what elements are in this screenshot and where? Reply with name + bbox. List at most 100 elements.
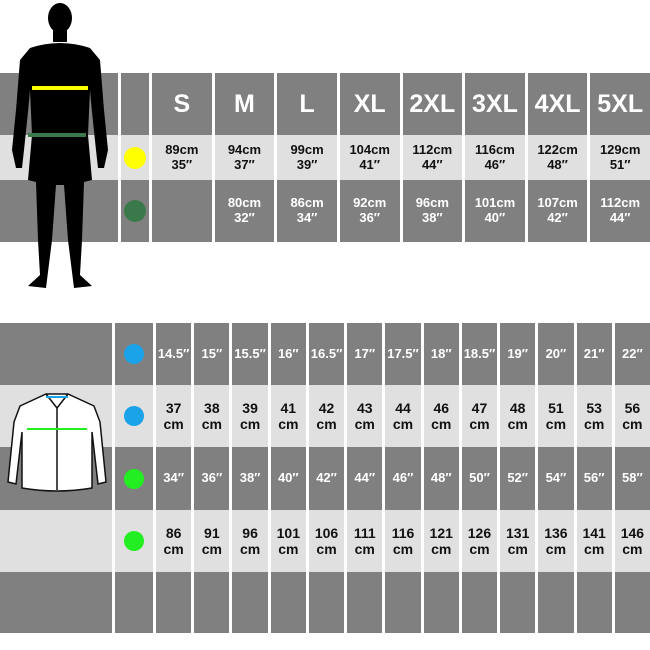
measurement-cell	[270, 572, 306, 633]
collar-marker-dot-icon	[124, 344, 144, 364]
measurement-cell	[538, 572, 574, 633]
measurement-cell: 36″	[194, 447, 230, 510]
marker-cell	[121, 135, 149, 180]
measurement-cell: 56″	[576, 447, 612, 510]
body-silhouette-icon	[12, 3, 108, 288]
measurement-cell: 42 cm	[308, 385, 345, 447]
measurement-cell	[614, 572, 650, 633]
measurement-cell: 104cm 41″	[339, 135, 400, 180]
measurement-cell: 16.5″	[308, 323, 345, 385]
measurement-cell	[347, 572, 383, 633]
measurement-cell: 141 cm	[576, 510, 612, 572]
measurement-cell: 101 cm	[270, 510, 306, 572]
size-header: 5XL	[590, 73, 650, 135]
measurement-cell	[232, 572, 268, 633]
measurement-cell: 96cm 38″	[402, 180, 463, 242]
shirt-size-table: 14.5″ 15″ 15.5″ 16″ 16.5″ 17″ 17.5″ 18″ 18.5″ 19″…	[0, 323, 650, 633]
measurement-cell: 126 cm	[461, 510, 498, 572]
figure-cell	[0, 180, 118, 242]
marker-cell	[115, 385, 153, 447]
measurement-cell: 116cm 46″	[465, 135, 525, 180]
measurement-cell	[152, 180, 212, 242]
size-header: 4XL	[527, 73, 588, 135]
measurement-cell: 46″	[385, 447, 421, 510]
measurement-cell: 58″	[614, 447, 650, 510]
measurement-cell: 136 cm	[538, 510, 574, 572]
measurement-cell: 18.5″	[461, 323, 498, 385]
measurement-cell: 129cm 51″	[590, 135, 650, 180]
measurement-cell: 52″	[500, 447, 536, 510]
measurement-cell: 89cm 35″	[152, 135, 212, 180]
measurement-cell: 18″	[423, 323, 459, 385]
measurement-cell: 20″	[538, 323, 574, 385]
size-header: 2XL	[402, 73, 463, 135]
measurement-cell: 15″	[194, 323, 230, 385]
shirt-chest_marker-dot-icon	[124, 531, 144, 551]
measurement-cell: 121 cm	[423, 510, 459, 572]
measurement-cell: 107cm 42″	[527, 180, 588, 242]
measurement-cell: 19″	[500, 323, 536, 385]
measurement-cell: 15.5″	[232, 323, 268, 385]
measurement-cell: 41 cm	[270, 385, 306, 447]
measurement-cell	[385, 572, 421, 633]
marker-cell	[121, 180, 149, 242]
waist-line	[28, 133, 86, 137]
measurement-cell: 47 cm	[461, 385, 498, 447]
marker-cell	[121, 73, 149, 135]
marker-cell	[115, 572, 153, 633]
measurement-cell: 16″	[270, 323, 306, 385]
measurement-cell	[308, 572, 345, 633]
measurement-cell: 43 cm	[347, 385, 383, 447]
measurement-cell: 122cm 48″	[527, 135, 588, 180]
waist-marker-dot-icon	[124, 200, 146, 222]
measurement-cell	[461, 572, 498, 633]
measurement-cell: 48 cm	[500, 385, 536, 447]
measurement-cell	[156, 572, 192, 633]
measurement-cell: 44″	[347, 447, 383, 510]
measurement-cell: 112cm 44″	[590, 180, 650, 242]
size-header: XL	[339, 73, 400, 135]
measurement-cell: 112cm 44″	[402, 135, 463, 180]
body-size-table: S M L XL 2XL 3XL 4XL 5XL 89cm 35″ 94cm 37″ 99cm 39…	[0, 73, 650, 242]
shirt-cell	[0, 323, 112, 385]
chest-line	[27, 428, 87, 430]
measurement-cell: 86cm 34″	[277, 180, 337, 242]
measurement-cell: 101cm 40″	[465, 180, 525, 242]
measurement-cell: 56 cm	[614, 385, 650, 447]
measurement-cell: 99cm 39″	[277, 135, 337, 180]
measurement-cell: 17.5″	[385, 323, 421, 385]
shirt-chest_marker-dot-icon	[124, 468, 144, 489]
measurement-cell	[576, 572, 612, 633]
measurement-cell: 21″	[576, 323, 612, 385]
measurement-cell: 51 cm	[538, 385, 574, 447]
measurement-cell: 54″	[538, 447, 574, 510]
measurement-cell: 96 cm	[232, 510, 268, 572]
marker-cell	[115, 447, 153, 510]
measurement-cell: 22″	[614, 323, 650, 385]
chest-line	[32, 86, 88, 90]
measurement-cell: 111 cm	[347, 510, 383, 572]
measurement-cell: 146 cm	[614, 510, 650, 572]
shirt-cell	[0, 572, 112, 633]
measurement-cell: 39 cm	[232, 385, 268, 447]
measurement-cell: 17″	[347, 323, 383, 385]
measurement-cell: 40″	[270, 447, 306, 510]
measurement-cell: 46 cm	[423, 385, 459, 447]
marker-cell	[115, 323, 153, 385]
measurement-cell	[194, 572, 230, 633]
collar-marker-dot-icon	[124, 406, 144, 426]
measurement-cell: 14.5″	[156, 323, 192, 385]
size-header: S	[152, 73, 212, 135]
measurement-cell: 116 cm	[385, 510, 421, 572]
measurement-cell: 131 cm	[500, 510, 536, 572]
measurement-cell	[500, 572, 536, 633]
measurement-cell: 42″	[308, 447, 345, 510]
measurement-cell: 92cm 36″	[339, 180, 400, 242]
shirt-icon	[7, 393, 107, 492]
shirt-cell	[0, 510, 112, 572]
measurement-cell: 50″	[461, 447, 498, 510]
measurement-cell	[423, 572, 459, 633]
measurement-cell: 48″	[423, 447, 459, 510]
measurement-cell: 86 cm	[156, 510, 192, 572]
measurement-cell: 44 cm	[385, 385, 421, 447]
